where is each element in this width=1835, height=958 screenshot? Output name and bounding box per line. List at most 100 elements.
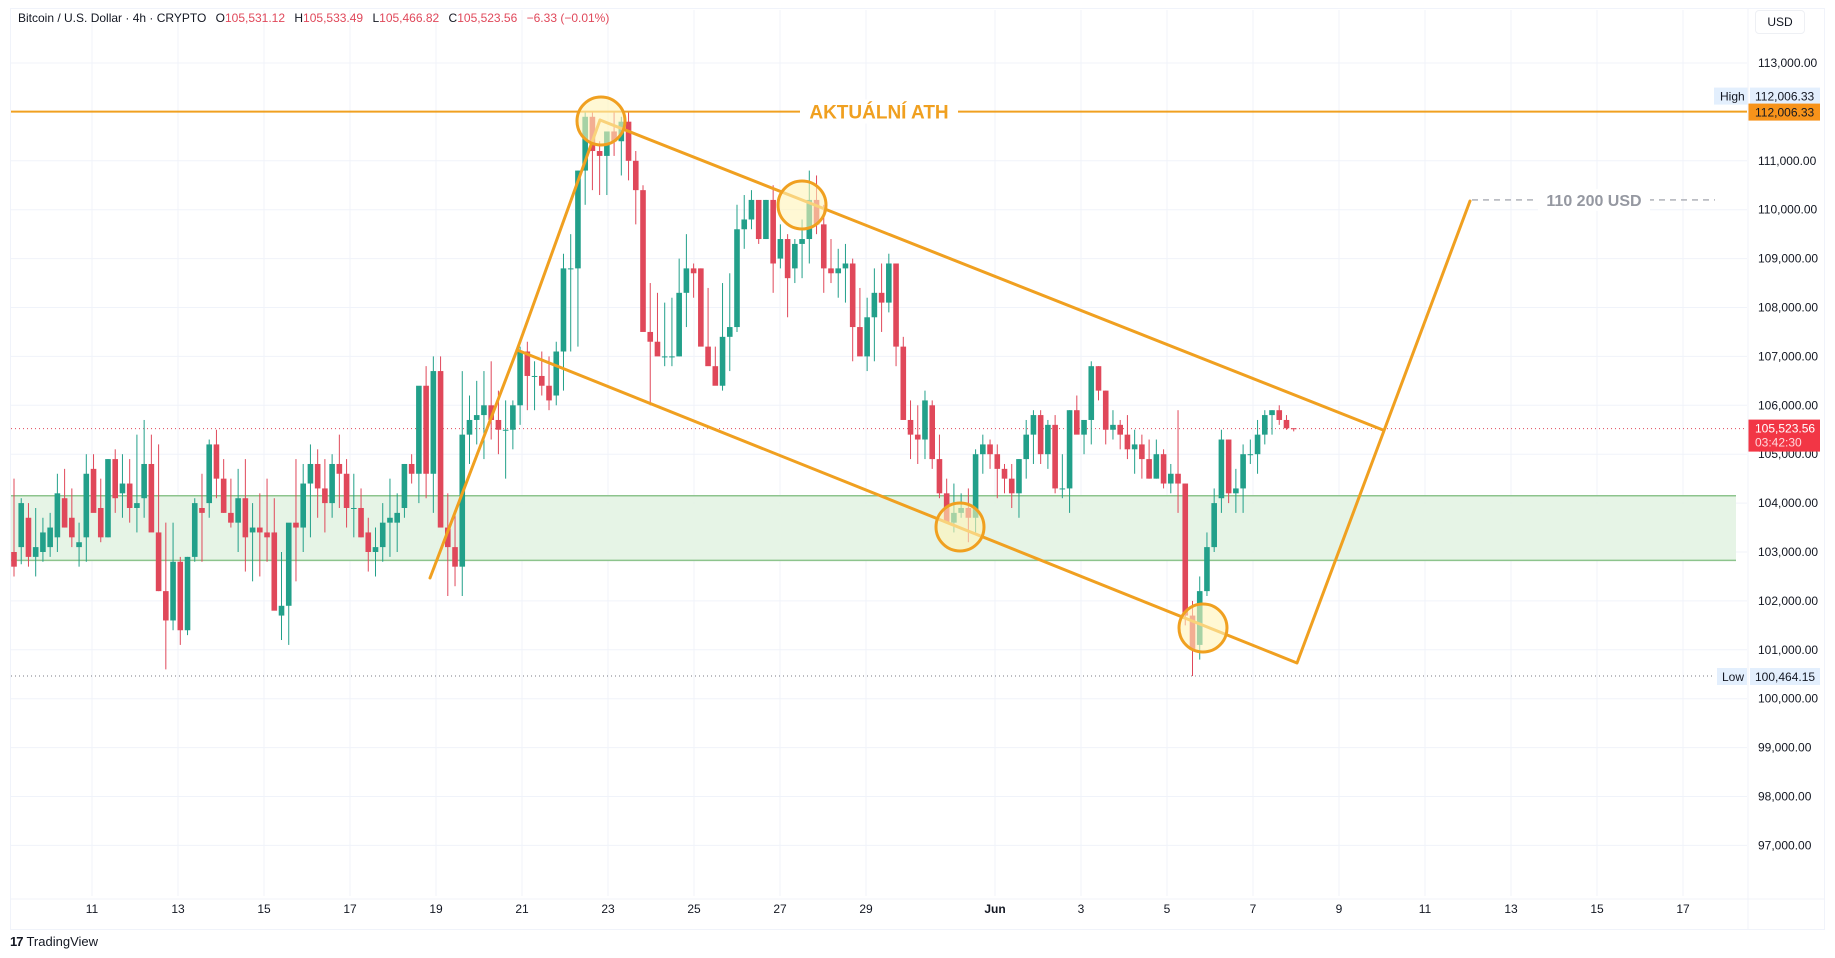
candle-body: [632, 160, 639, 191]
candle-body: [61, 498, 68, 528]
price-tick-label: 113,000.00: [1758, 56, 1817, 70]
open-label: O: [215, 11, 225, 25]
candle-body: [1233, 488, 1239, 494]
candle-body: [820, 224, 827, 269]
candle-body: [886, 263, 892, 303]
change-value: −6.33 (−0.01%): [526, 11, 610, 25]
candle-body: [220, 478, 227, 513]
candle-body: [1102, 390, 1109, 430]
candle-body: [278, 605, 285, 616]
candle-body: [914, 434, 921, 440]
grid-lines: [11, 10, 1747, 896]
support-zone: [11, 495, 1736, 562]
candle-body: [423, 385, 429, 474]
candle-body: [307, 463, 314, 484]
candle-body: [661, 356, 668, 358]
candle-body: [1218, 439, 1225, 499]
candle-body: [1001, 468, 1008, 479]
candle-body: [1283, 419, 1290, 429]
tradingview-logo[interactable]: 17 TradingView: [10, 934, 98, 949]
candle-body: [575, 170, 581, 269]
candle-body: [163, 591, 169, 621]
candle-body: [741, 219, 748, 230]
candle-body: [293, 522, 299, 528]
candle-body: [1124, 434, 1131, 450]
time-tick-label: 5: [1164, 902, 1171, 916]
candle-body: [929, 405, 936, 460]
time-tick-label: 17: [343, 902, 357, 916]
currency-button[interactable]: USD: [1755, 10, 1805, 34]
candle-body: [365, 532, 372, 552]
candle-body: [1254, 434, 1261, 455]
price-axis[interactable]: 113,000.00112,000.00111,000.00110,000.00…: [1714, 8, 1820, 930]
price-tick-label: 110,000.00: [1758, 203, 1817, 217]
candle-body: [112, 459, 119, 499]
time-tick-label: 29: [859, 902, 873, 916]
high-tag-label: High: [1720, 90, 1745, 104]
candle-body: [1081, 419, 1087, 435]
candle-body: [40, 532, 46, 552]
candlestick-series: [11, 111, 1297, 677]
time-tick-label: 15: [1590, 902, 1604, 916]
candle-body: [734, 229, 740, 328]
time-axis[interactable]: 11 13 15 17 19 21 23 25 27 29 Jun 3 5 7 9 11 13 15 17: [11, 898, 1825, 916]
candle-body: [676, 292, 682, 357]
price-tick-label: 108,000.00: [1758, 301, 1818, 315]
candle-body: [148, 463, 155, 533]
candle-body: [314, 463, 321, 489]
candle-body: [119, 483, 126, 494]
candle-body: [1240, 454, 1246, 489]
candle-body: [1269, 410, 1275, 416]
symbol-legend: Bitcoin / U.S. Dollar · 4h · CRYPTO O 105…: [18, 11, 609, 25]
candle-body: [452, 547, 458, 567]
price-tick-label: 102,000.00: [1758, 594, 1818, 608]
time-tick-label: 13: [171, 902, 185, 916]
candle-body: [83, 473, 90, 538]
high-tag-value-bg: [1750, 87, 1820, 105]
time-tick-label: 21: [515, 902, 529, 916]
candle-body: [784, 239, 791, 279]
time-tick-label: 15: [257, 902, 271, 916]
price-tick-label: 103,000.00: [1758, 545, 1818, 559]
candle-body: [770, 199, 776, 264]
candle-body: [748, 199, 755, 220]
candle-body: [1276, 410, 1283, 420]
candle-countdown: 03:42:30: [1755, 436, 1802, 450]
candle-body: [1008, 478, 1015, 494]
candle-body: [987, 444, 993, 455]
symbol-title[interactable]: Bitcoin / U.S. Dollar · 4h · CRYPTO: [18, 11, 207, 25]
candle-body: [1059, 488, 1066, 490]
candle-body: [1088, 366, 1095, 420]
candle-body: [437, 371, 444, 528]
candle-body: [401, 463, 408, 508]
highlight-circle: [776, 179, 828, 231]
candle-body: [336, 463, 343, 474]
high-label: H: [294, 11, 304, 25]
candle-body: [271, 532, 278, 611]
trend-drawings[interactable]: AKTUÁLNÍ ATH 110 200 USD: [11, 95, 1747, 665]
time-tick-label: 9: [1336, 902, 1343, 916]
candle-body: [141, 463, 147, 499]
candle-body: [864, 317, 870, 357]
candle-body: [936, 459, 943, 494]
chart-frame[interactable]: [10, 8, 1825, 930]
candle-body: [54, 493, 61, 538]
time-tick-label: 3: [1078, 902, 1085, 916]
candle-body: [893, 263, 899, 347]
time-tick-label: 13: [1504, 902, 1518, 916]
candle-body: [1131, 444, 1138, 450]
highlight-circle: [934, 501, 986, 553]
high-value: 105,533.49: [303, 11, 364, 25]
close-value: 105,523.56: [457, 11, 518, 25]
close-label: C: [448, 11, 458, 25]
candle-body: [690, 268, 697, 274]
candle-body: [1182, 483, 1189, 616]
time-tick-label: 19: [429, 902, 443, 916]
candle-body: [126, 483, 133, 508]
candle-body: [473, 415, 480, 420]
candle-body: [69, 517, 75, 538]
candle-body: [466, 419, 473, 435]
price-tick-label: 98,000.00: [1758, 790, 1812, 804]
candle-body: [531, 375, 538, 377]
